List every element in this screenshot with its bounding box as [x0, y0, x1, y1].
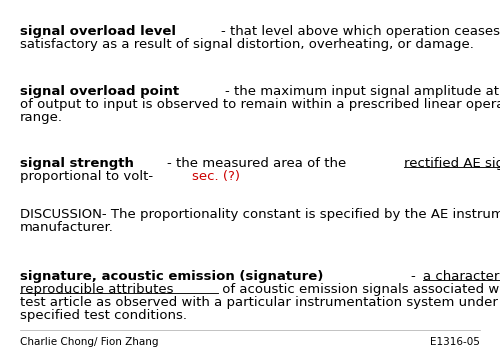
Text: signal strength: signal strength — [20, 157, 134, 170]
Text: -: - — [412, 270, 420, 283]
Text: - the measured area of the: - the measured area of the — [167, 157, 350, 170]
Text: DISCUSSION- The proportionality constant is specified by the AE instrument: DISCUSSION- The proportionality constant… — [20, 208, 500, 221]
Text: satisfactory as a result of signal distortion, overheating, or damage.: satisfactory as a result of signal disto… — [20, 38, 474, 51]
Text: signature, acoustic emission (signature): signature, acoustic emission (signature) — [20, 270, 324, 283]
Text: sec. (?): sec. (?) — [192, 170, 240, 183]
Text: - that level above which operation ceases to be: - that level above which operation cease… — [222, 25, 500, 38]
Text: of output to input is observed to remain within a prescribed linear operating: of output to input is observed to remain… — [20, 98, 500, 111]
Text: signal overload point: signal overload point — [20, 85, 179, 98]
Text: E1316-05: E1316-05 — [430, 337, 480, 347]
Text: a characteristic set of: a characteristic set of — [423, 270, 500, 283]
Text: Charlie Chong/ Fion Zhang: Charlie Chong/ Fion Zhang — [20, 337, 158, 347]
Text: specified test conditions.: specified test conditions. — [20, 309, 187, 322]
Text: of acoustic emission signals associated with a specific: of acoustic emission signals associated … — [218, 283, 500, 296]
Text: rectified AE signal: rectified AE signal — [404, 157, 500, 170]
Text: proportional to volt-: proportional to volt- — [20, 170, 153, 183]
Text: - the maximum input signal amplitude at which the ratio: - the maximum input signal amplitude at … — [226, 85, 500, 98]
Text: manufacturer.: manufacturer. — [20, 221, 114, 234]
Text: signal overload level: signal overload level — [20, 25, 176, 38]
Text: range.: range. — [20, 111, 63, 124]
Text: test article as observed with a particular instrumentation system under: test article as observed with a particul… — [20, 296, 498, 309]
Text: reproducible attributes: reproducible attributes — [20, 283, 174, 296]
